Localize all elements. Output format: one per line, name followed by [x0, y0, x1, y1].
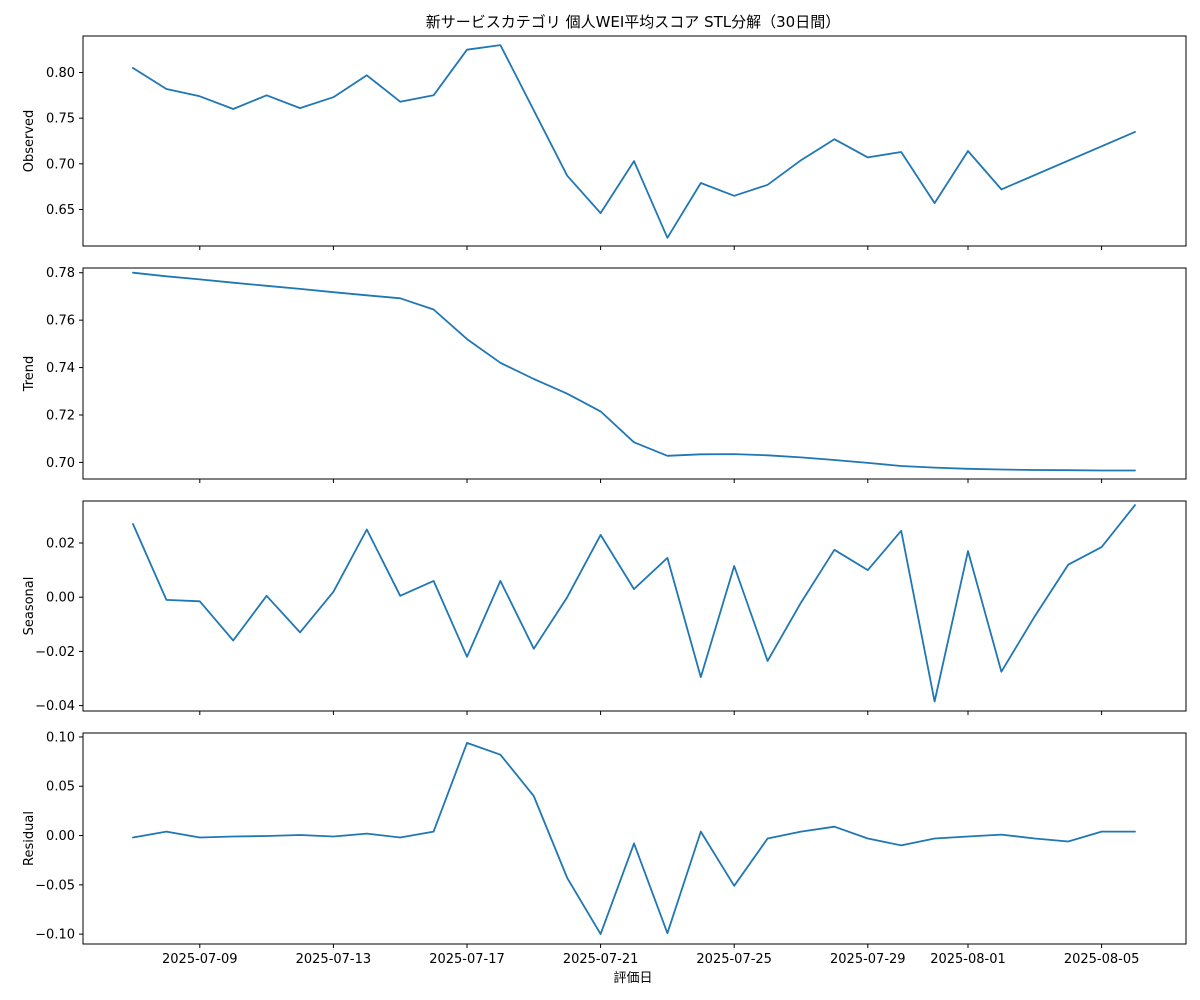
- x-tick-label: 2025-07-17: [429, 952, 505, 967]
- x-axis-label: 評価日: [613, 971, 652, 986]
- y-tick-label: 0.75: [46, 112, 75, 127]
- panel-residual: −0.10 −0.05 0.00 0.05 0.10 2025-07-09 2025-07-…: [22, 730, 1187, 967]
- y-tick-label: −0.04: [35, 699, 75, 714]
- x-tick-label: 2025-07-25: [696, 952, 772, 967]
- panel-frame: [82, 267, 1187, 480]
- y-tick-label: 0.76: [46, 314, 75, 329]
- series-line-residual: [132, 742, 1136, 935]
- panel-frame: [82, 500, 1187, 712]
- panel-frame: [82, 732, 1187, 945]
- y-axis-label: Observed: [22, 110, 37, 173]
- series-line-seasonal: [132, 504, 1136, 703]
- y-tick-label: 0.80: [46, 66, 75, 81]
- series-line-observed: [132, 44, 1136, 239]
- y-tick-label: 0.05: [46, 780, 75, 795]
- panel-trend: 0.70 0.72 0.74 0.76 0.78 Trend: [22, 266, 1187, 483]
- panel-observed: 0.65 0.70 0.75 0.80 Observed: [22, 35, 1187, 250]
- y-tick-label: 0.70: [46, 456, 75, 471]
- series-line-trend: [132, 271, 1136, 472]
- y-axis-label: Residual: [22, 811, 37, 866]
- y-tick-label: −0.05: [35, 878, 75, 893]
- y-tick-label: 0.78: [46, 266, 75, 281]
- y-axis-label: Seasonal: [22, 577, 37, 636]
- x-tick-label: 2025-07-13: [296, 952, 372, 967]
- y-tick-label: 0.00: [46, 591, 75, 606]
- y-tick-label: 0.10: [46, 730, 75, 745]
- y-tick-label: −0.02: [35, 645, 75, 660]
- panel-seasonal: −0.04 −0.02 0.00 0.02 Seasonal: [22, 500, 1187, 715]
- x-tick-label: 2025-07-21: [563, 952, 639, 967]
- panel-frame: [82, 35, 1187, 247]
- panels-group: 0.65 0.70 0.75 0.80 Observed 0.70 0.72 0.74 0.76…: [22, 35, 1187, 967]
- x-tick-label: 2025-08-05: [1064, 952, 1140, 967]
- y-tick-label: 0.00: [46, 829, 75, 844]
- y-axis-label: Trend: [22, 356, 37, 393]
- y-tick-label: 0.65: [46, 203, 75, 218]
- y-tick-label: 0.74: [46, 361, 75, 376]
- chart-title: 新サービスカテゴリ 個人WEI平均スコア STL分解（30日間）: [426, 13, 840, 31]
- y-tick-label: −0.10: [35, 928, 75, 943]
- x-tick-label: 2025-08-01: [930, 952, 1006, 967]
- x-tick-label: 2025-07-29: [830, 952, 906, 967]
- y-tick-label: 0.70: [46, 157, 75, 172]
- y-tick-label: 0.02: [46, 537, 75, 552]
- x-tick-label: 2025-07-09: [162, 952, 238, 967]
- y-tick-label: 0.72: [46, 408, 75, 423]
